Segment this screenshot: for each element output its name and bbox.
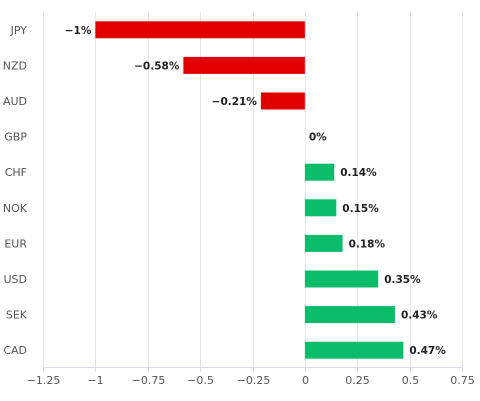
data-label: 0.35% xyxy=(384,274,421,286)
x-tick-label: −1.25 xyxy=(27,374,61,387)
data-label: −0.58% xyxy=(134,60,180,72)
bar xyxy=(304,270,379,288)
bar xyxy=(304,341,404,359)
category-label: CHF xyxy=(5,166,27,179)
bar xyxy=(183,56,305,74)
x-tick-label: −0.25 xyxy=(237,374,271,387)
x-tick-label: 0 xyxy=(302,374,309,387)
x-tick-label: −0.75 xyxy=(132,374,166,387)
category-label: JPY xyxy=(10,24,28,37)
data-label: −0.21% xyxy=(212,96,258,108)
data-label: −1% xyxy=(65,25,92,37)
x-tick-label: 0.25 xyxy=(345,374,370,387)
category-label: AUD xyxy=(3,95,27,108)
x-tick-label: −0.5 xyxy=(187,374,214,387)
data-label: 0.43% xyxy=(401,310,438,322)
category-label: SEK xyxy=(6,309,28,322)
x-tick-label: −1 xyxy=(87,374,103,387)
data-label: 0.47% xyxy=(409,345,446,357)
data-label: 0.14% xyxy=(340,167,377,179)
bar xyxy=(95,21,305,39)
category-label: NOK xyxy=(3,202,28,215)
x-tick-label: 0.5 xyxy=(402,374,420,387)
data-label: 0.15% xyxy=(342,203,379,215)
category-label: CAD xyxy=(3,344,27,357)
x-tick-label: 0.75 xyxy=(450,374,475,387)
bar xyxy=(260,92,305,110)
data-label: 0% xyxy=(309,132,327,144)
category-label: GBP xyxy=(4,131,27,144)
bar xyxy=(304,306,395,324)
category-label: USD xyxy=(3,273,27,286)
bar xyxy=(304,234,343,252)
category-label: EUR xyxy=(4,237,27,250)
bar xyxy=(304,163,335,181)
data-label: 0.18% xyxy=(349,238,386,250)
category-label: NZD xyxy=(3,59,27,72)
bar xyxy=(304,199,337,217)
